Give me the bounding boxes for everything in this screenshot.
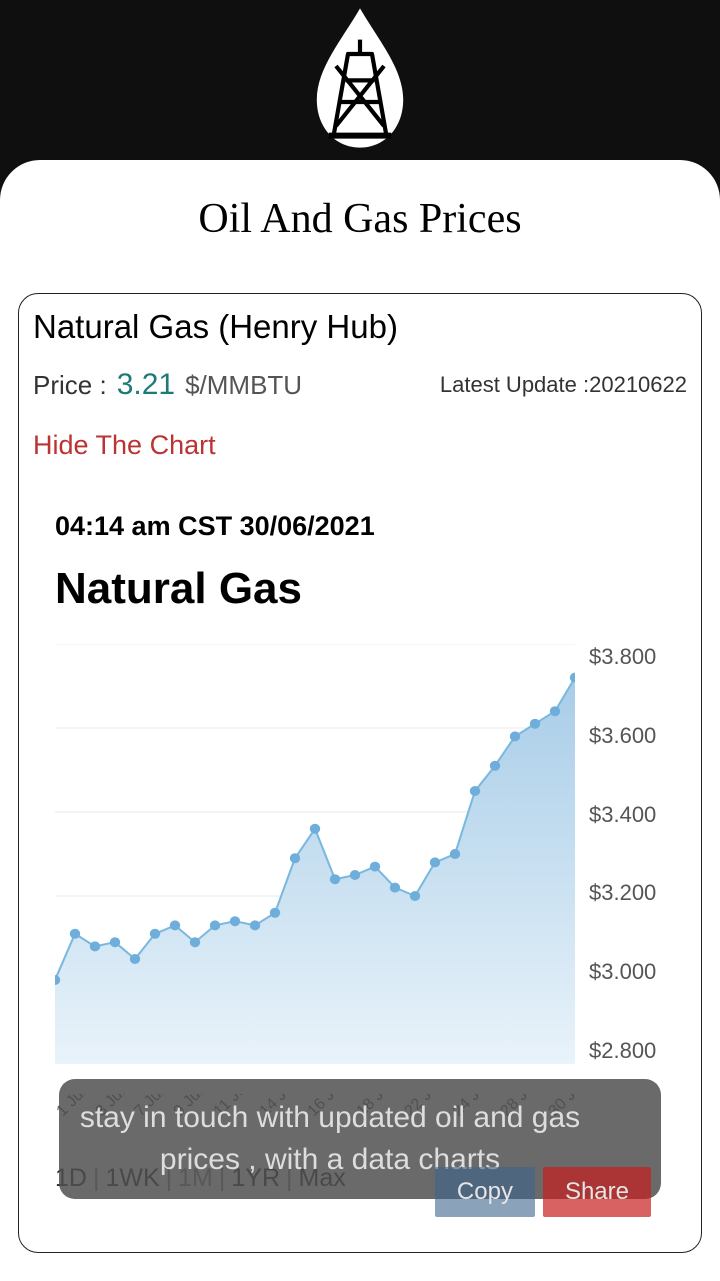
- page-title: Oil And Gas Prices: [18, 195, 702, 243]
- y-tick: $3.800: [589, 644, 665, 670]
- chart-area: $3.800 $3.600 $3.400 $3.200 $3.000 $2.800: [55, 644, 665, 1094]
- page-container: Oil And Gas Prices Natural Gas (Henry Hu…: [0, 160, 720, 1281]
- y-axis: $3.800 $3.600 $3.400 $3.200 $3.000 $2.800: [575, 644, 665, 1064]
- y-tick: $2.800: [589, 1038, 665, 1064]
- toast-overlay: stay in touch with updated oil and gas p…: [59, 1079, 661, 1199]
- chart-canvas[interactable]: [55, 644, 575, 1064]
- y-tick: $3.400: [589, 802, 665, 828]
- y-tick: $3.000: [589, 959, 665, 985]
- share-button[interactable]: Share: [543, 1167, 651, 1217]
- y-tick: $3.600: [589, 723, 665, 749]
- latest-update: Latest Update :20210622: [440, 372, 687, 398]
- y-tick: $3.200: [589, 880, 665, 906]
- price-card: Natural Gas (Henry Hub) Price : 3.21 $/M…: [18, 293, 702, 1253]
- chart-timestamp: 04:14 am CST 30/06/2021: [55, 511, 665, 542]
- price-label: Price :: [33, 370, 107, 401]
- price-value: 3.21: [117, 368, 175, 402]
- price-unit: $/MMBTU: [185, 370, 302, 401]
- chart-title: Natural Gas: [55, 564, 665, 614]
- hide-chart-button[interactable]: Hide The Chart: [33, 430, 687, 461]
- instrument-title: Natural Gas (Henry Hub): [33, 308, 687, 346]
- price-row: Price : 3.21 $/MMBTU Latest Update :2021…: [33, 368, 687, 402]
- copy-button[interactable]: Copy: [435, 1167, 535, 1217]
- toast-text: stay in touch with updated oil and gas p…: [80, 1101, 580, 1176]
- app-logo: [0, 0, 720, 160]
